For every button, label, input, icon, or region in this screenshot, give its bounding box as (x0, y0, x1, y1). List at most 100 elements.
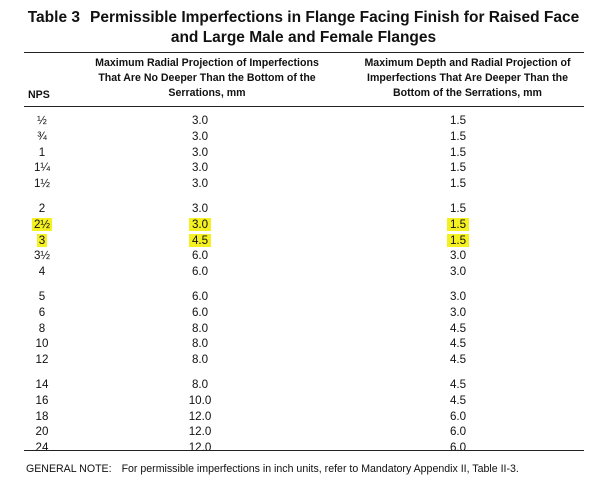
nps-cell-text: 10 (35, 337, 49, 351)
col2-cell-text: 3.0 (449, 305, 467, 319)
general-note-label: GENERAL NOTE: (26, 463, 112, 475)
table-row: 3½ 6.0 3.0 (0, 248, 607, 264)
nps-cell: 2½ (24, 217, 60, 233)
nps-cell-text: 3 (36, 233, 48, 247)
table-row: 3 4.5 1.5 (0, 233, 607, 249)
col1-cell: 6.0 (170, 248, 230, 264)
header-col1-line-2: That Are No Deeper Than the Bottom of th… (98, 72, 316, 84)
col1-cell-text: 10.0 (188, 393, 212, 407)
col2-cell-text: 6.0 (449, 425, 467, 439)
col1-cell: 3.0 (170, 160, 230, 176)
col2-cell-text: 1.5 (449, 201, 467, 215)
nps-cell-text: 5 (38, 289, 46, 303)
table-row: ½ 3.0 1.5 (0, 113, 607, 129)
col2-cell: 4.5 (428, 336, 488, 352)
col2-cell-text: 1.5 (449, 129, 467, 143)
nps-cell-text: 20 (35, 425, 49, 439)
nps-cell: 3 (24, 233, 60, 249)
row-group: 5 6.0 3.0 6 6.0 3.0 8 8.0 4.5 10 8.0 4.5 12 8.0 4.5 (0, 289, 607, 368)
col1-cell-text: 3.0 (191, 201, 209, 215)
table-title-text-1: Permissible Imperfections in Flange Faci… (90, 9, 580, 26)
col1-cell: 8.0 (170, 377, 230, 393)
col2-cell-text: 1.5 (446, 217, 470, 231)
col1-cell: 12.0 (170, 424, 230, 440)
col2-cell: 6.0 (428, 424, 488, 440)
col1-cell: 8.0 (170, 321, 230, 337)
table-row: ¾ 3.0 1.5 (0, 129, 607, 145)
nps-cell: 12 (24, 352, 60, 368)
bottom-rule (24, 450, 584, 451)
table-row: 8 8.0 4.5 (0, 321, 607, 337)
col2-cell-text: 3.0 (449, 265, 467, 279)
col2-cell-text: 4.5 (449, 377, 467, 391)
header-col2: Maximum Depth and Radial Projection of I… (340, 56, 595, 101)
table-row: 6 6.0 3.0 (0, 305, 607, 321)
nps-cell-text: 2½ (31, 217, 53, 231)
table-title-line-2: and Large Male and Female Flanges (170, 29, 437, 46)
table-row: 1½ 3.0 1.5 (0, 176, 607, 192)
nps-cell-text: 16 (35, 393, 49, 407)
table-row: 24 12.0 6.0 (0, 440, 607, 456)
col1-cell-text: 3.0 (188, 217, 212, 231)
col1-cell-text: 6.0 (191, 265, 209, 279)
col2-cell: 6.0 (428, 409, 488, 425)
table-row: 14 8.0 4.5 (0, 377, 607, 393)
col1-cell-text: 3.0 (191, 114, 209, 127)
table-row: 1 3.0 1.5 (0, 145, 607, 161)
col1-cell: 3.0 (170, 201, 230, 217)
col2-cell-text: 4.5 (449, 393, 467, 407)
col1-cell: 3.0 (170, 129, 230, 145)
col1-cell-text: 3.0 (191, 177, 209, 191)
nps-cell: 5 (24, 289, 60, 305)
col2-cell-text: 3.0 (449, 249, 467, 263)
col2-cell-text: 4.5 (449, 321, 467, 335)
nps-cell: ¾ (24, 129, 60, 145)
nps-cell-text: 4 (38, 265, 46, 279)
table-row: 20 12.0 6.0 (0, 424, 607, 440)
col2-cell: 1.5 (428, 113, 488, 129)
nps-cell: 14 (24, 377, 60, 393)
col1-cell: 6.0 (170, 264, 230, 280)
table-row: 10 8.0 4.5 (0, 336, 607, 352)
col1-cell: 3.0 (170, 217, 230, 233)
col2-cell: 1.5 (428, 176, 488, 192)
nps-cell-text: ½ (37, 114, 47, 127)
col1-cell: 8.0 (170, 336, 230, 352)
table-row: 12 8.0 4.5 (0, 352, 607, 368)
header-col2-line-3: Bottom of the Serrations, mm (393, 87, 542, 99)
nps-cell: 20 (24, 424, 60, 440)
col2-cell-text: 1.5 (446, 233, 470, 247)
col1-cell-text: 8.0 (191, 321, 209, 335)
col2-cell: 1.5 (428, 129, 488, 145)
nps-cell-text: 6 (38, 305, 46, 319)
nps-cell-text: 24 (35, 441, 49, 455)
col2-cell: 1.5 (428, 233, 488, 249)
nps-cell: 1½ (24, 176, 60, 192)
nps-cell: 8 (24, 321, 60, 337)
col2-cell: 1.5 (428, 145, 488, 161)
col2-cell: 3.0 (428, 289, 488, 305)
col1-cell-text: 4.5 (188, 233, 212, 247)
col1-cell-text: 3.0 (191, 161, 209, 175)
nps-cell-text: 1½ (33, 177, 51, 191)
col1-cell: 4.5 (170, 233, 230, 249)
header-col2-line-2: Imperfections That Are Deeper Than the (367, 72, 568, 84)
nps-cell: 10 (24, 336, 60, 352)
col1-cell: 3.0 (170, 145, 230, 161)
nps-cell: 4 (24, 264, 60, 280)
nps-cell: 16 (24, 393, 60, 409)
col2-cell: 1.5 (428, 201, 488, 217)
col1-cell: 6.0 (170, 289, 230, 305)
header-nps: NPS (28, 89, 50, 101)
col2-cell: 3.0 (428, 264, 488, 280)
row-group: 14 8.0 4.5 16 10.0 4.5 18 12.0 6.0 20 12.0 6.0 24 12.… (0, 377, 607, 456)
col1-cell: 10.0 (170, 393, 230, 409)
nps-cell: 18 (24, 409, 60, 425)
table-row: 2 3.0 1.5 (0, 201, 607, 217)
col1-cell-text: 12.0 (188, 409, 212, 423)
nps-cell-text: 14 (35, 377, 49, 391)
col1-cell-text: 6.0 (191, 289, 209, 303)
table-row: 18 12.0 6.0 (0, 409, 607, 425)
col2-cell-text: 4.5 (449, 337, 467, 351)
nps-cell-text: 1 (38, 145, 46, 159)
